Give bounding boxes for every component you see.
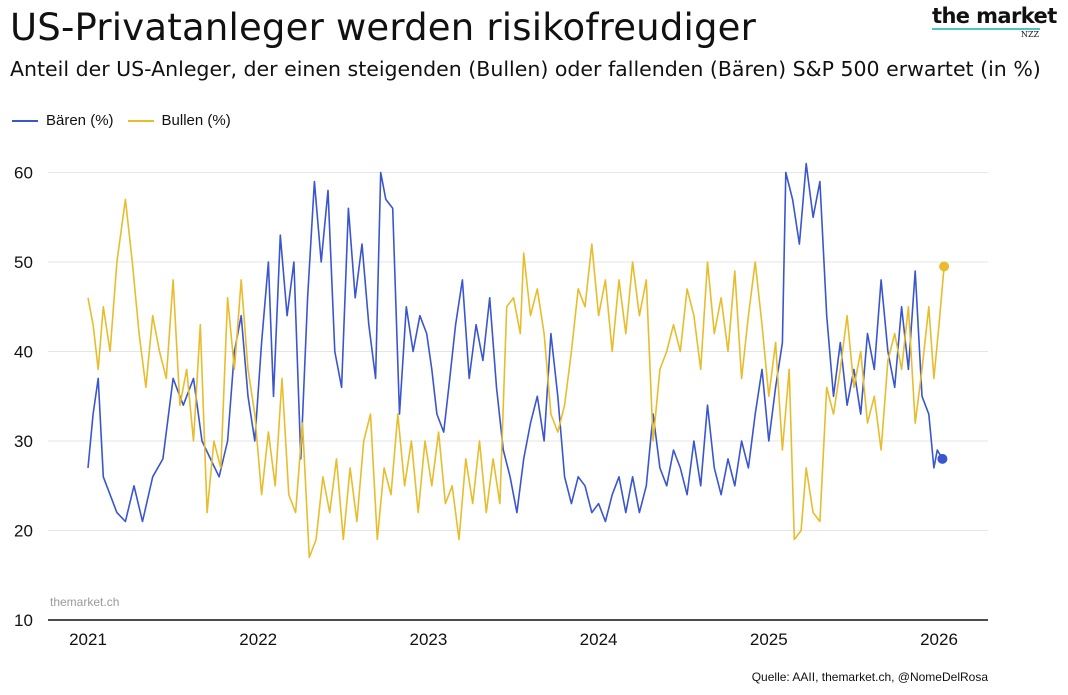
brand-logo: the market NZZ [920,4,1057,39]
legend-label-bullen: Bullen (%) [161,112,231,129]
y-tick-label-20: 20 [14,522,33,541]
y-tick-label-10: 10 [14,611,33,630]
brand-sub: NZZ [1021,30,1040,39]
watermark: themarket.ch [50,595,120,609]
legend-label-baeren: Bären (%) [46,112,114,129]
series-end-point-baeren [937,453,948,464]
series-end-point-bullen [939,261,950,272]
y-tick-label-30: 30 [14,432,33,451]
brand-name: the market [932,4,1057,28]
source-note: Quelle: AAII, themarket.ch, @NomeDelRosa [751,670,988,684]
x-tick-label-2023: 2023 [409,630,447,649]
legend-swatch-baeren [12,119,38,122]
brand-underline [932,28,1040,30]
series-line-baeren [87,162,944,523]
x-tick-label-2022: 2022 [239,630,277,649]
x-tick-label-2025: 2025 [750,630,788,649]
legend-item-bullen: Bullen (%) [127,112,231,129]
y-tick-label-50: 50 [14,253,33,272]
x-tick-label-2024: 2024 [580,630,618,649]
x-tick-label-2021: 2021 [69,630,107,649]
legend-item-baeren: Bären (%) [12,112,114,129]
legend-swatch-bullen [127,119,154,122]
y-tick-label-40: 40 [14,343,33,362]
legend: Bären (%) Bullen (%) [12,112,231,129]
x-tick-label-2026: 2026 [920,630,958,649]
y-tick-label-60: 60 [14,164,33,183]
chart-title: US-Privatanleger werden risikofreudiger [10,6,757,49]
series-line-bullen [87,198,945,559]
chart-subtitle: Anteil der US-Anleger, der einen steigen… [10,57,1041,81]
